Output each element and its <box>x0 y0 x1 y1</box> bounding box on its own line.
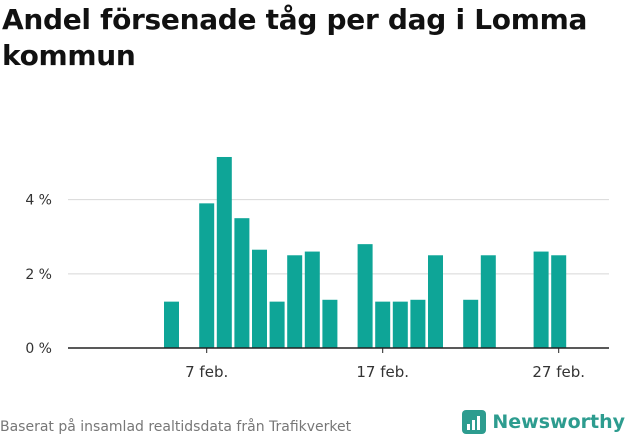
bar <box>199 203 215 348</box>
bar <box>269 301 285 348</box>
source-note: Baserat på insamlad realtidsdata från Tr… <box>0 419 352 435</box>
bar <box>322 299 338 348</box>
bar <box>234 218 250 348</box>
x-tick-label: 17 feb. <box>356 363 409 381</box>
bar <box>480 255 496 348</box>
bar <box>287 255 303 348</box>
gridlines <box>68 199 609 275</box>
bar <box>551 255 567 348</box>
bar <box>252 249 267 348</box>
y-tick-label: 0 % <box>25 341 52 357</box>
bar <box>216 156 232 348</box>
y-tick-label: 2 % <box>25 267 52 283</box>
brand-name: Newsworthy <box>492 411 625 433</box>
bar <box>357 244 373 348</box>
bar <box>164 301 179 348</box>
bar <box>375 301 391 348</box>
chart-title: Andel försenade tåg per dag i Lomma komm… <box>2 3 588 72</box>
bar <box>533 251 549 348</box>
y-axis-ticks: 0 % 2 % 4 % <box>25 193 52 357</box>
newsworthy-brand[interactable]: Newsworthy <box>462 410 625 434</box>
newsworthy-logo-icon <box>462 410 487 434</box>
bar <box>392 301 408 348</box>
bar <box>428 255 443 348</box>
bar <box>463 299 479 348</box>
bars <box>164 156 567 348</box>
y-tick-label: 4 % <box>25 193 52 209</box>
bar <box>304 251 320 348</box>
x-tick-label: 7 feb. <box>185 363 228 381</box>
x-axis-ticks: 7 feb. 17 feb. 27 feb. <box>185 348 585 381</box>
x-tick-label: 27 feb. <box>532 363 585 381</box>
bar <box>410 299 426 348</box>
